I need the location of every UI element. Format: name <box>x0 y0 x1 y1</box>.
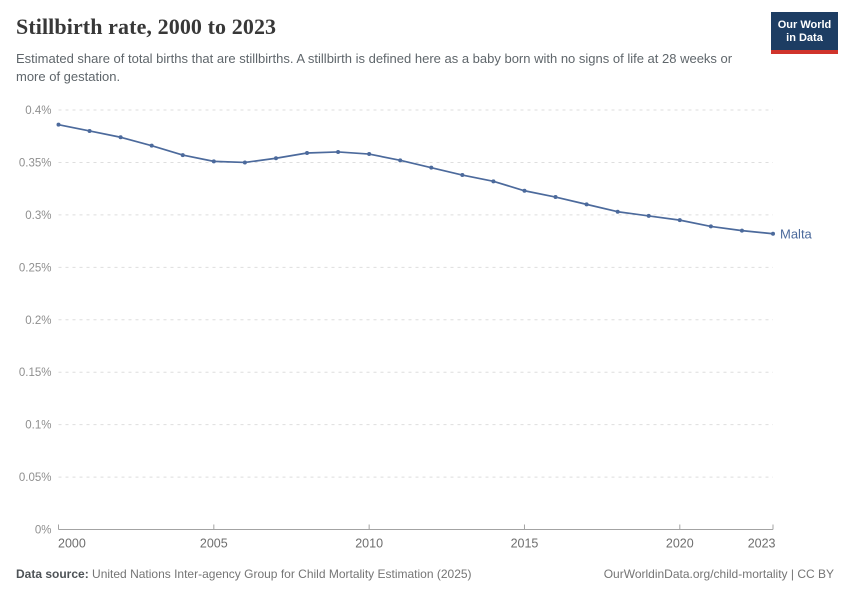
chart-header: Stillbirth rate, 2000 to 2023 Our World … <box>16 12 838 87</box>
data-point <box>584 202 589 207</box>
chart-footer: Data source: United Nations Inter-agency… <box>16 567 834 581</box>
data-point <box>118 135 123 140</box>
y-tick-label: 0.3% <box>25 210 51 222</box>
data-point <box>180 153 185 158</box>
data-point <box>56 122 61 127</box>
data-point <box>149 143 154 148</box>
series-label-malta: Malta <box>780 226 813 241</box>
data-point <box>305 150 310 155</box>
data-point <box>429 165 434 170</box>
owid-logo-line2: in Data <box>786 31 823 44</box>
owid-logo: Our World in Data <box>771 12 838 54</box>
y-tick-label: 0.35% <box>19 157 52 169</box>
data-point <box>242 160 247 165</box>
x-tick-label: 2015 <box>511 537 539 551</box>
data-point <box>491 179 496 184</box>
y-tick-label: 0.25% <box>19 262 52 274</box>
data-point <box>615 209 620 214</box>
data-point <box>273 156 278 161</box>
y-tick-label: 0.2% <box>25 315 51 327</box>
data-point <box>87 128 92 133</box>
y-tick-label: 0% <box>35 525 52 537</box>
data-point <box>739 228 744 233</box>
data-point <box>398 158 403 163</box>
data-point <box>677 218 682 223</box>
x-tick-label: 2005 <box>200 537 228 551</box>
data-point <box>211 159 216 164</box>
data-source: Data source: United Nations Inter-agency… <box>16 567 472 581</box>
x-tick-label: 2023 <box>748 537 776 551</box>
data-point <box>336 149 341 154</box>
data-point <box>367 152 372 157</box>
y-tick-label: 0.15% <box>19 367 52 379</box>
data-point <box>771 231 775 236</box>
data-point <box>646 213 651 218</box>
x-tick-label: 2000 <box>58 537 86 551</box>
y-tick-label: 0.05% <box>19 472 52 484</box>
page-title: Stillbirth rate, 2000 to 2023 <box>16 14 277 39</box>
data-source-label: Data source: <box>16 567 89 581</box>
data-point <box>522 188 527 193</box>
owid-logo-line1: Our World <box>777 19 832 31</box>
data-point <box>708 224 713 229</box>
y-tick-label: 0.1% <box>25 420 51 432</box>
data-point <box>553 195 558 200</box>
y-tick-label: 0.4% <box>25 105 51 117</box>
x-tick-label: 2010 <box>355 537 383 551</box>
attribution-link[interactable]: OurWorldinData.org/child-mortality | CC … <box>603 567 834 581</box>
data-point <box>460 173 465 178</box>
x-tick-label: 2020 <box>666 537 694 551</box>
data-source-value: United Nations Inter-agency Group for Ch… <box>92 567 472 581</box>
chart-subtitle: Estimated share of total births that are… <box>16 51 733 85</box>
series-line-malta <box>57 123 774 235</box>
